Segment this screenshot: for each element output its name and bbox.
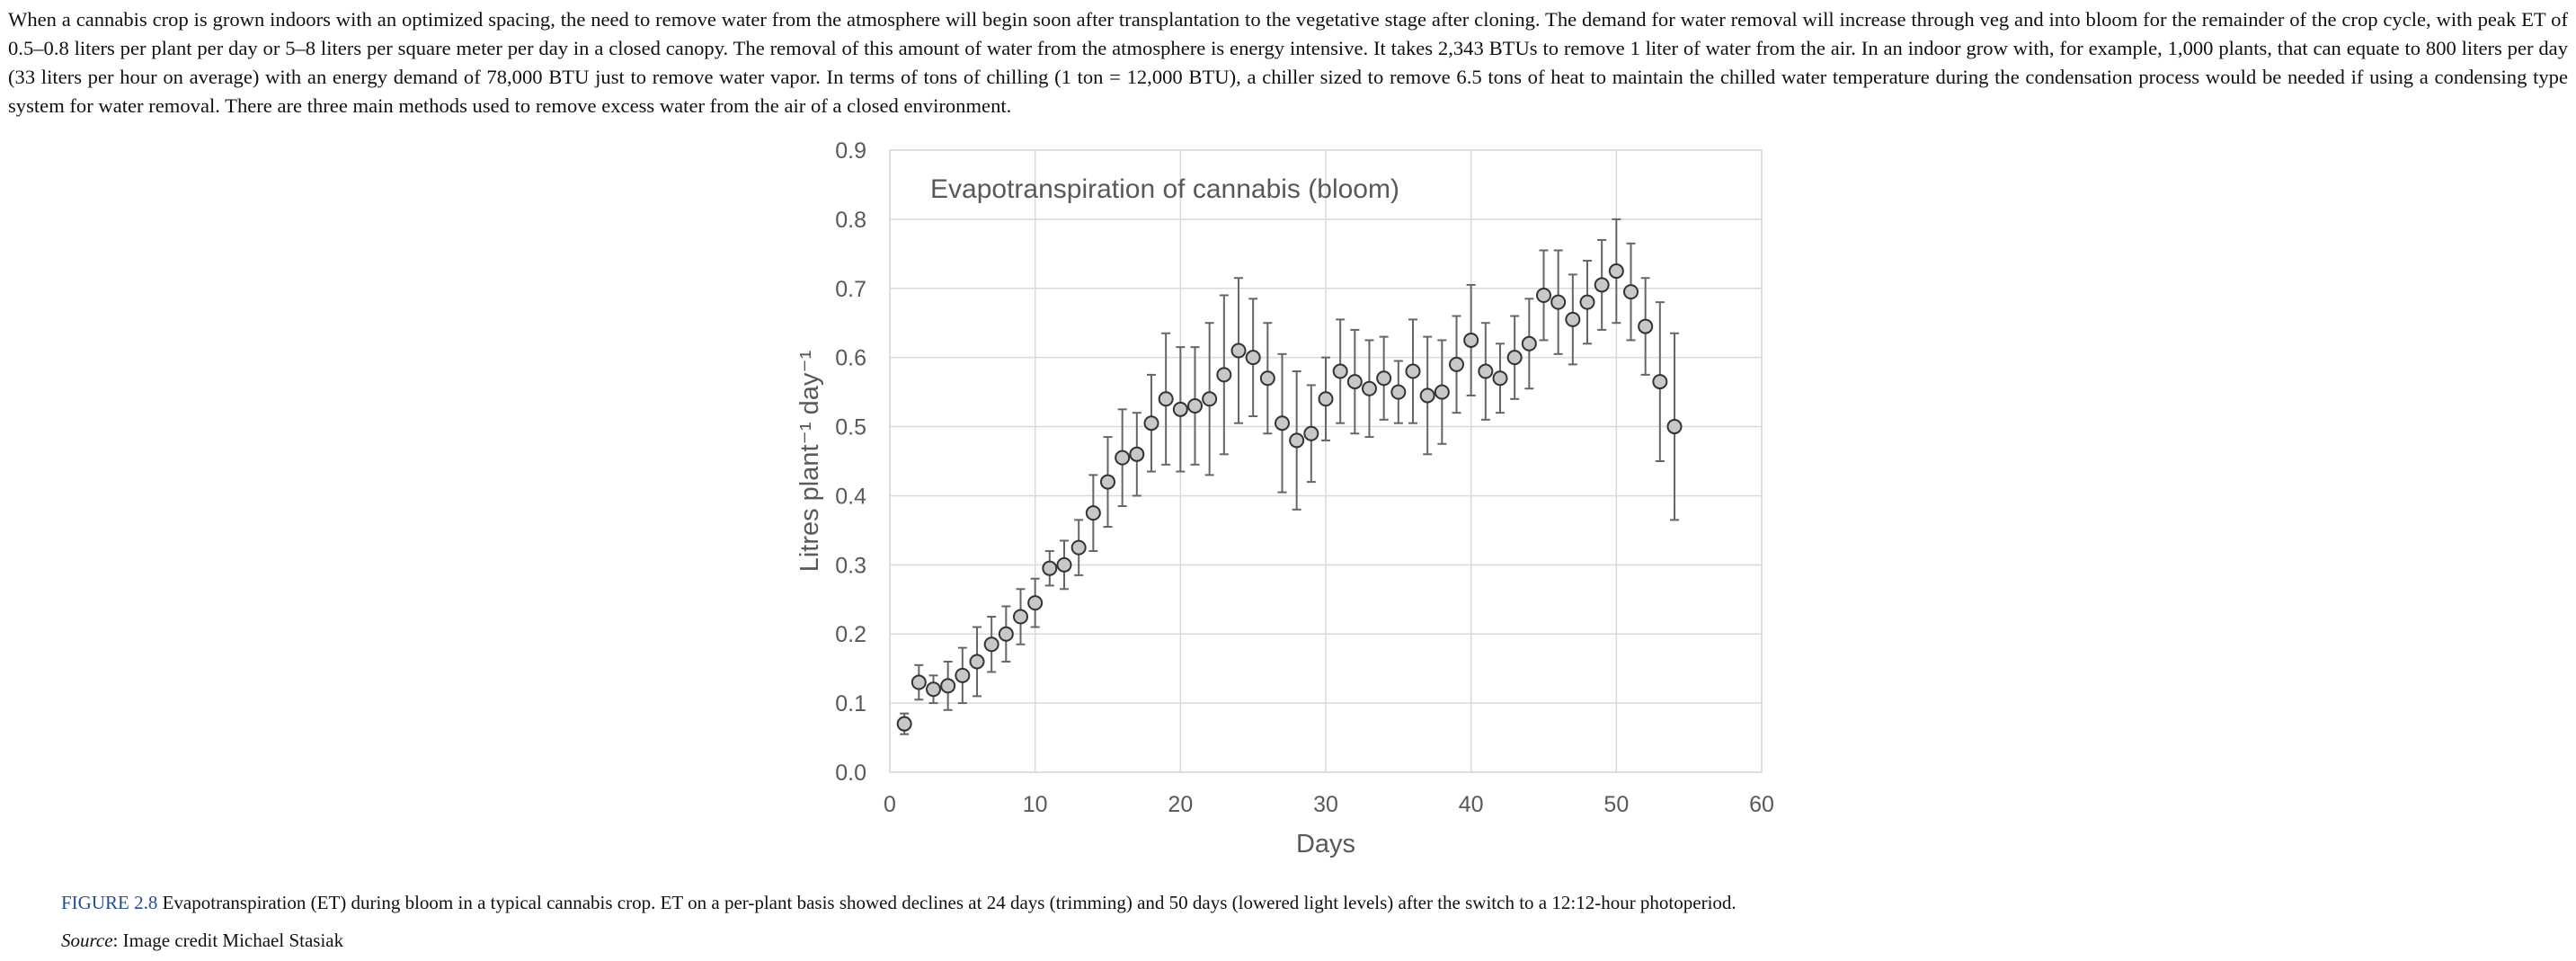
data-point bbox=[926, 681, 941, 698]
data-point bbox=[1376, 370, 1392, 387]
y-tick-label: 0.5 bbox=[835, 415, 866, 440]
data-points bbox=[896, 263, 1683, 732]
data-point bbox=[1419, 387, 1435, 404]
y-tick-label: 0.0 bbox=[835, 761, 866, 786]
data-point bbox=[1289, 432, 1305, 449]
data-point bbox=[1027, 595, 1044, 611]
figure-caption-text: Evapotranspiration (ET) during bloom in … bbox=[157, 892, 1737, 913]
data-point bbox=[1187, 397, 1203, 414]
data-point bbox=[1390, 384, 1407, 400]
body-paragraph: When a cannabis crop is grown indoors wi… bbox=[8, 8, 2568, 117]
data-point bbox=[1506, 350, 1523, 366]
y-tick-label: 0.4 bbox=[835, 484, 866, 509]
data-point bbox=[1056, 556, 1072, 573]
data-point bbox=[1565, 311, 1581, 327]
y-axis-label: Litres plant⁻¹ day⁻¹ bbox=[795, 350, 824, 572]
plot-area-frame bbox=[889, 149, 1763, 773]
data-point bbox=[1158, 391, 1174, 407]
data-point bbox=[1303, 425, 1319, 441]
x-tick-label: 0 bbox=[884, 792, 896, 817]
data-point bbox=[969, 654, 985, 670]
x-tick-label: 10 bbox=[1023, 792, 1048, 817]
data-point bbox=[1405, 363, 1421, 379]
data-point bbox=[1579, 294, 1595, 310]
figure-caption: FIGURE 2.8 Evapotranspiration (ET) durin… bbox=[61, 890, 1737, 915]
figure-label: FIGURE 2.8 bbox=[61, 892, 158, 913]
data-point bbox=[1550, 294, 1567, 310]
x-tick-label: 40 bbox=[1459, 792, 1484, 817]
data-point bbox=[1478, 363, 1494, 379]
data-point bbox=[1521, 335, 1537, 351]
x-axis-label: Days bbox=[1296, 830, 1355, 859]
data-point bbox=[1434, 384, 1450, 400]
y-axis-ticks: 0.0 0.1 0.2 0.3 0.4 0.5 0.6 0.7 0.8 0.9 bbox=[835, 138, 866, 786]
data-point bbox=[1318, 391, 1334, 407]
data-point bbox=[910, 674, 927, 690]
data-point bbox=[1115, 449, 1131, 466]
x-axis-ticks: 0 10 20 30 40 50 60 bbox=[884, 792, 1774, 817]
x-tick-label: 20 bbox=[1168, 792, 1193, 817]
y-tick-label: 0.1 bbox=[835, 691, 866, 716]
data-point bbox=[1259, 370, 1275, 387]
data-point bbox=[1143, 415, 1159, 432]
data-point bbox=[1594, 277, 1610, 293]
data-point bbox=[1536, 287, 1551, 303]
data-point bbox=[1202, 391, 1218, 407]
data-point bbox=[998, 626, 1014, 642]
y-tick-label: 0.3 bbox=[835, 553, 866, 578]
data-point bbox=[1608, 263, 1624, 280]
data-point bbox=[1085, 505, 1101, 521]
data-point bbox=[1463, 332, 1479, 348]
data-point bbox=[896, 716, 912, 732]
data-point bbox=[1638, 318, 1654, 334]
y-tick-label: 0.6 bbox=[835, 346, 866, 371]
figure-source: Source: Image credit Michael Stasiak bbox=[61, 928, 343, 953]
data-point bbox=[940, 678, 956, 694]
data-point bbox=[1449, 356, 1464, 372]
y-tick-label: 0.8 bbox=[835, 208, 866, 233]
chart-title: Evapotranspiration of cannabis (bloom) bbox=[930, 174, 1399, 204]
data-point bbox=[983, 636, 999, 653]
y-tick-label: 0.9 bbox=[835, 138, 866, 164]
data-point bbox=[1100, 474, 1115, 490]
x-tick-label: 50 bbox=[1603, 792, 1629, 817]
data-point bbox=[955, 667, 971, 683]
data-point bbox=[1172, 401, 1188, 417]
source-label: Source bbox=[61, 930, 113, 951]
data-point bbox=[1230, 343, 1247, 359]
et-chart: Evapotranspiration of cannabis (bloom) 0… bbox=[782, 126, 1789, 881]
data-point bbox=[1013, 609, 1028, 625]
et-chart-svg: Evapotranspiration of cannabis (bloom) 0… bbox=[795, 138, 1774, 859]
data-point bbox=[1275, 415, 1290, 432]
data-point bbox=[1070, 539, 1087, 556]
data-point bbox=[1216, 367, 1232, 383]
data-point bbox=[1332, 363, 1348, 379]
data-point bbox=[1042, 560, 1058, 576]
data-point bbox=[1362, 380, 1377, 396]
data-point bbox=[1129, 446, 1145, 462]
y-tick-label: 0.2 bbox=[835, 622, 866, 647]
source-text: : Image credit Michael Stasiak bbox=[112, 930, 344, 951]
y-tick-label: 0.7 bbox=[835, 277, 866, 302]
data-point bbox=[1492, 370, 1508, 387]
data-point bbox=[1346, 374, 1363, 390]
data-point bbox=[1245, 350, 1261, 366]
data-point bbox=[1623, 284, 1639, 300]
x-tick-label: 30 bbox=[1313, 792, 1338, 817]
data-point bbox=[1666, 419, 1683, 435]
data-point bbox=[1652, 374, 1668, 390]
x-tick-label: 60 bbox=[1749, 792, 1774, 817]
